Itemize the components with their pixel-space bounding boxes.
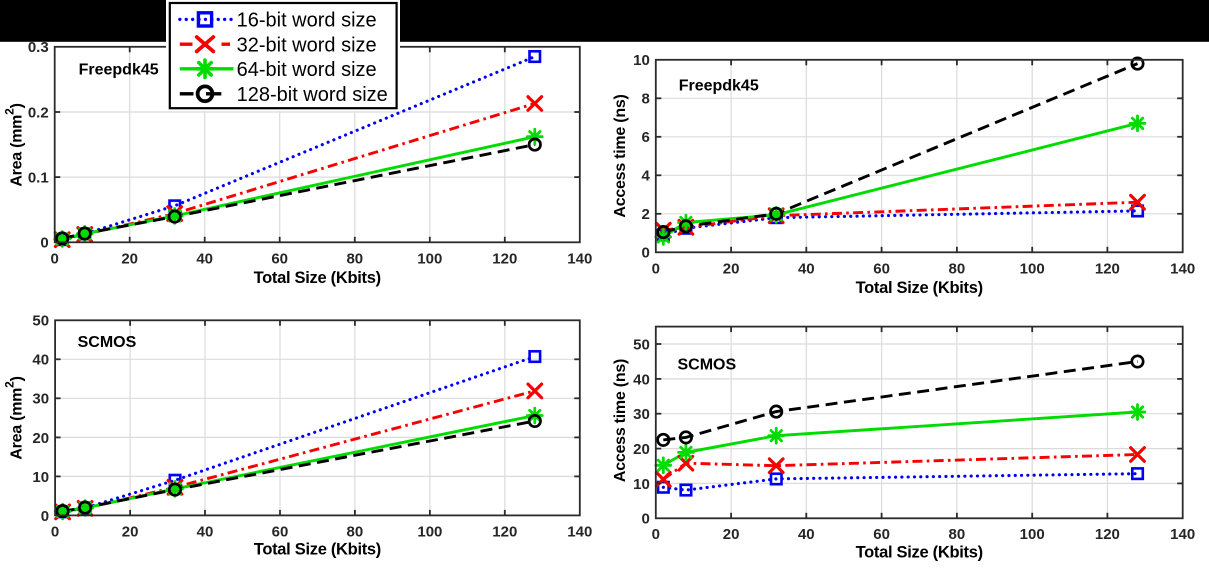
svg-text:6: 6 [641,129,649,146]
svg-text:40: 40 [196,251,213,268]
svg-text:20: 20 [121,251,138,268]
svg-text:0: 0 [641,511,649,528]
svg-text:40: 40 [798,261,815,278]
svg-text:80: 80 [347,524,364,541]
svg-text:120: 120 [1095,526,1120,543]
svg-text:32-bit word size: 32-bit word size [237,35,377,57]
svg-text:20: 20 [122,524,139,541]
svg-text:0.1: 0.1 [28,170,49,187]
svg-text:0: 0 [51,524,59,541]
svg-text:30: 30 [32,391,49,408]
svg-text:60: 60 [873,526,890,543]
svg-text:2: 2 [641,206,649,223]
svg-text:100: 100 [417,524,442,541]
svg-text:120: 120 [492,251,517,268]
svg-text:Total Size (Kbits): Total Size (Kbits) [254,269,381,287]
svg-text:Freepdk45: Freepdk45 [679,78,759,95]
svg-text:0.2: 0.2 [28,104,49,121]
svg-text:100: 100 [1020,526,1045,543]
svg-text:128-bit word size: 128-bit word size [237,84,388,106]
svg-text:140: 140 [567,524,592,541]
svg-text:40: 40 [633,371,650,388]
svg-text:60: 60 [873,261,890,278]
svg-text:80: 80 [346,251,363,268]
svg-text:140: 140 [567,251,592,268]
svg-text:SCMOS: SCMOS [78,334,137,351]
svg-text:Area (mm2): Area (mm2) [3,103,26,186]
svg-text:0: 0 [652,526,660,543]
svg-text:20: 20 [32,430,49,447]
svg-text:Total Size (Kbits): Total Size (Kbits) [254,541,381,559]
svg-text:100: 100 [417,251,442,268]
svg-text:0: 0 [40,235,48,252]
svg-text:64-bit word size: 64-bit word size [237,59,377,81]
svg-text:0: 0 [41,508,49,525]
svg-text:0: 0 [51,251,59,268]
svg-text:Access time (ns): Access time (ns) [612,94,629,217]
svg-text:20: 20 [633,441,650,458]
svg-text:10: 10 [633,476,650,493]
svg-text:80: 80 [949,261,966,278]
svg-text:16-bit word size: 16-bit word size [237,10,377,32]
svg-text:140: 140 [1170,261,1195,278]
svg-text:140: 140 [1170,526,1195,543]
svg-text:50: 50 [32,313,49,330]
svg-text:40: 40 [32,352,49,369]
svg-text:4: 4 [641,168,650,185]
svg-text:120: 120 [1095,261,1120,278]
svg-text:100: 100 [1020,261,1045,278]
svg-text:120: 120 [492,524,517,541]
svg-text:0: 0 [641,245,649,262]
svg-text:80: 80 [949,526,966,543]
svg-text:40: 40 [798,526,815,543]
svg-text:Total Size (Kbits): Total Size (Kbits) [856,544,983,562]
svg-text:20: 20 [723,526,740,543]
svg-text:60: 60 [271,251,288,268]
svg-text:30: 30 [633,406,650,423]
svg-text:Total Size (Kbits): Total Size (Kbits) [856,279,983,297]
svg-text:40: 40 [197,524,214,541]
svg-text:Freepdk45: Freepdk45 [79,62,159,79]
svg-text:SCMOS: SCMOS [678,357,737,374]
svg-text:0.3: 0.3 [28,39,49,56]
svg-text:10: 10 [633,52,650,69]
svg-text:Access time (ns): Access time (ns) [612,359,629,482]
svg-text:8: 8 [641,91,649,108]
svg-text:0: 0 [652,261,660,278]
svg-text:Area (mm2): Area (mm2) [3,376,26,459]
svg-text:50: 50 [633,336,650,353]
svg-text:60: 60 [272,524,289,541]
svg-text:20: 20 [723,261,740,278]
svg-text:10: 10 [32,469,49,486]
